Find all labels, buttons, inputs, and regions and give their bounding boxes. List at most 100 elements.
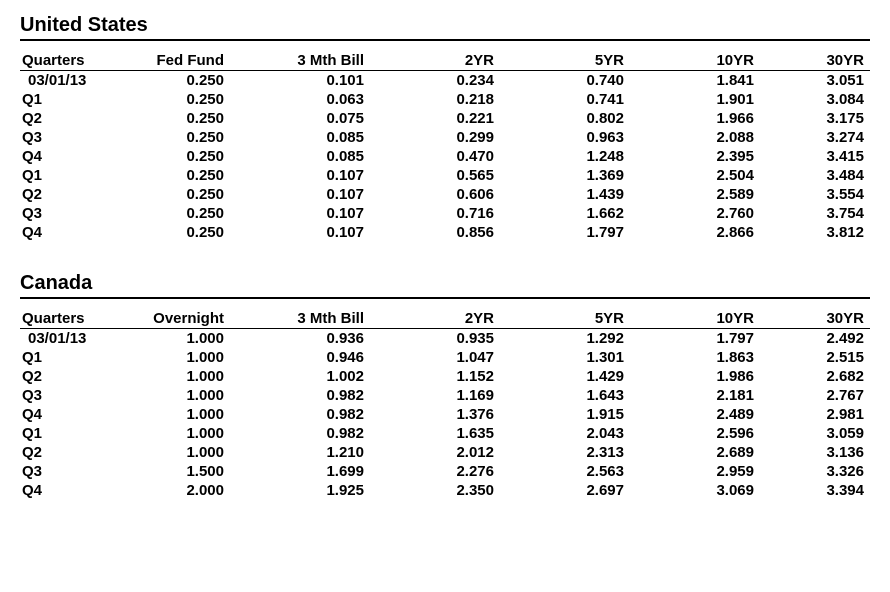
cell-value: 0.085 xyxy=(230,147,370,166)
cell-value: 1.797 xyxy=(630,329,760,349)
table-row: Q30.2500.1070.7161.6622.7603.754 xyxy=(20,204,870,223)
cell-value: 1.000 xyxy=(110,329,230,349)
column-header: Fed Fund xyxy=(110,51,230,71)
row-label: Q3 xyxy=(20,128,110,147)
column-header: 5YR xyxy=(500,51,630,71)
cell-value: 1.966 xyxy=(630,109,760,128)
cell-value: 2.689 xyxy=(630,443,760,462)
row-label: Q4 xyxy=(20,405,110,424)
cell-value: 0.101 xyxy=(230,71,370,91)
row-label: Q1 xyxy=(20,424,110,443)
cell-value: 0.565 xyxy=(370,166,500,185)
cell-value: 1.797 xyxy=(500,223,630,242)
cell-value: 0.234 xyxy=(370,71,500,91)
cell-value: 3.812 xyxy=(760,223,870,242)
cell-value: 0.740 xyxy=(500,71,630,91)
column-header: 30YR xyxy=(760,51,870,71)
row-label: 03/01/13 xyxy=(20,71,110,91)
cell-value: 0.963 xyxy=(500,128,630,147)
cell-value: 0.606 xyxy=(370,185,500,204)
cell-value: 2.181 xyxy=(630,386,760,405)
cell-value: 2.866 xyxy=(630,223,760,242)
cell-value: 0.250 xyxy=(110,109,230,128)
row-label: Q2 xyxy=(20,367,110,386)
table-row: Q21.0001.0021.1521.4291.9862.682 xyxy=(20,367,870,386)
table-row: Q11.0000.9821.6352.0432.5963.059 xyxy=(20,424,870,443)
row-label: Q1 xyxy=(20,348,110,367)
row-label: 03/01/13 xyxy=(20,329,110,349)
cell-value: 1.152 xyxy=(370,367,500,386)
cell-value: 0.935 xyxy=(370,329,500,349)
cell-value: 2.981 xyxy=(760,405,870,424)
cell-value: 1.000 xyxy=(110,348,230,367)
row-label: Q4 xyxy=(20,223,110,242)
cell-value: 1.429 xyxy=(500,367,630,386)
cell-value: 1.841 xyxy=(630,71,760,91)
cell-value: 1.002 xyxy=(230,367,370,386)
table-row: Q10.2500.0630.2180.7411.9013.084 xyxy=(20,90,870,109)
cell-value: 1.643 xyxy=(500,386,630,405)
column-header: 10YR xyxy=(630,309,760,329)
cell-value: 0.107 xyxy=(230,166,370,185)
cell-value: 3.051 xyxy=(760,71,870,91)
cell-value: 0.741 xyxy=(500,90,630,109)
cell-value: 0.085 xyxy=(230,128,370,147)
cell-value: 2.563 xyxy=(500,462,630,481)
cell-value: 0.107 xyxy=(230,204,370,223)
cell-value: 0.221 xyxy=(370,109,500,128)
cell-value: 3.084 xyxy=(760,90,870,109)
cell-value: 2.596 xyxy=(630,424,760,443)
cell-value: 1.248 xyxy=(500,147,630,166)
column-header: 3 Mth Bill xyxy=(230,309,370,329)
cell-value: 1.662 xyxy=(500,204,630,223)
cell-value: 0.936 xyxy=(230,329,370,349)
cell-value: 0.075 xyxy=(230,109,370,128)
cell-value: 0.250 xyxy=(110,90,230,109)
table-row: 03/01/131.0000.9360.9351.2921.7972.492 xyxy=(20,329,870,349)
row-label: Q3 xyxy=(20,462,110,481)
column-header: 3 Mth Bill xyxy=(230,51,370,71)
table-row: Q40.2500.0850.4701.2482.3953.415 xyxy=(20,147,870,166)
table-row: Q31.0000.9821.1691.6432.1812.767 xyxy=(20,386,870,405)
cell-value: 1.169 xyxy=(370,386,500,405)
cell-value: 2.043 xyxy=(500,424,630,443)
cell-value: 2.504 xyxy=(630,166,760,185)
cell-value: 1.439 xyxy=(500,185,630,204)
cell-value: 2.313 xyxy=(500,443,630,462)
cell-value: 2.000 xyxy=(110,481,230,500)
cell-value: 1.000 xyxy=(110,367,230,386)
row-label: Q3 xyxy=(20,204,110,223)
cell-value: 3.069 xyxy=(630,481,760,500)
cell-value: 0.716 xyxy=(370,204,500,223)
column-header: 2YR xyxy=(370,309,500,329)
cell-value: 1.000 xyxy=(110,405,230,424)
cell-value: 1.369 xyxy=(500,166,630,185)
cell-value: 1.047 xyxy=(370,348,500,367)
cell-value: 2.767 xyxy=(760,386,870,405)
row-label: Q2 xyxy=(20,109,110,128)
cell-value: 1.210 xyxy=(230,443,370,462)
section-gap xyxy=(20,242,870,272)
cell-value: 3.554 xyxy=(760,185,870,204)
cell-value: 0.250 xyxy=(110,185,230,204)
cell-value: 0.250 xyxy=(110,166,230,185)
row-label: Q1 xyxy=(20,90,110,109)
cell-value: 2.697 xyxy=(500,481,630,500)
cell-value: 2.489 xyxy=(630,405,760,424)
cell-value: 0.250 xyxy=(110,128,230,147)
cell-value: 1.915 xyxy=(500,405,630,424)
column-header: 2YR xyxy=(370,51,500,71)
cell-value: 3.059 xyxy=(760,424,870,443)
rates-table: QuartersFed Fund3 Mth Bill2YR5YR10YR30YR… xyxy=(20,51,870,242)
table-row: Q11.0000.9461.0471.3011.8632.515 xyxy=(20,348,870,367)
column-header: 10YR xyxy=(630,51,760,71)
section-title: Canada xyxy=(20,272,870,299)
column-header: Overnight xyxy=(110,309,230,329)
cell-value: 2.492 xyxy=(760,329,870,349)
table-row: Q21.0001.2102.0122.3132.6893.136 xyxy=(20,443,870,462)
cell-value: 1.901 xyxy=(630,90,760,109)
cell-value: 3.754 xyxy=(760,204,870,223)
table-row: Q40.2500.1070.8561.7972.8663.812 xyxy=(20,223,870,242)
cell-value: 3.175 xyxy=(760,109,870,128)
row-label: Q1 xyxy=(20,166,110,185)
